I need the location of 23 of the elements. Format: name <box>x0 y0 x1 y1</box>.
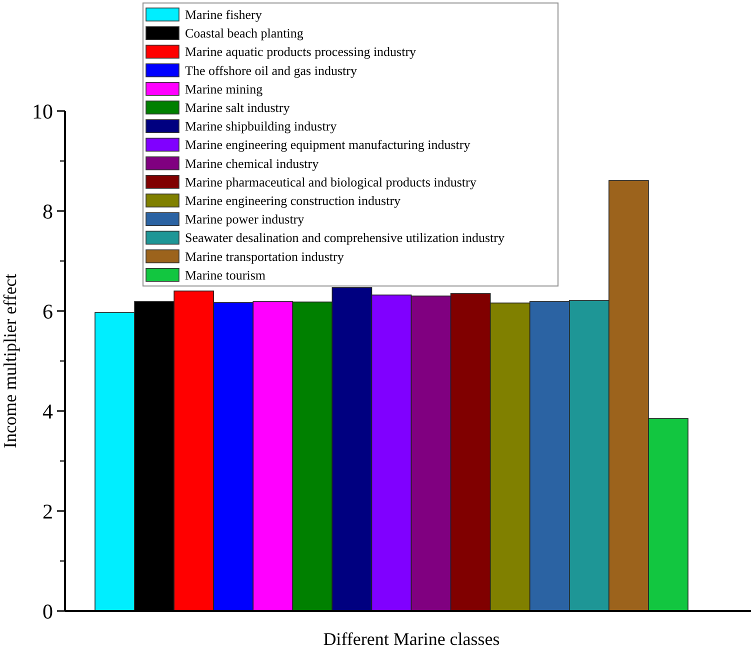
legend-label: Coastal beach planting <box>185 26 304 41</box>
y-axis-title: Income multiplier effect <box>0 274 20 448</box>
y-tick-label: 8 <box>42 199 53 224</box>
legend-label: Marine engineering construction industry <box>185 193 402 208</box>
y-tick-label: 4 <box>42 399 54 424</box>
x-axis-title: Different Marine classes <box>323 629 500 649</box>
y-tick-label: 2 <box>42 499 53 524</box>
legend-label: Marine tourism <box>185 267 266 282</box>
y-tick-label: 0 <box>42 599 53 624</box>
legend-label: The offshore oil and gas industry <box>185 62 358 78</box>
legend-label: Marine shipbuilding industry <box>185 118 338 134</box>
legend-label: Marine pharmaceutical and biological products industry <box>185 174 477 190</box>
legend-label: Marine aquatic products processing industry <box>185 44 417 60</box>
legend-label: Marine salt industry <box>185 100 290 115</box>
legend-label: Marine transportation industry <box>185 248 344 264</box>
legend-label: Marine mining <box>185 81 264 96</box>
legend-label: Seawater desalination and comprehensive utilization industry <box>185 230 505 246</box>
legend-label: Marine power industry <box>185 212 305 227</box>
legend-label: Marine chemical industry <box>185 156 320 171</box>
y-tick-label: 10 <box>32 99 53 124</box>
y-tick-label: 6 <box>42 299 53 324</box>
legend-label: Marine engineering equipment manufacturing industry <box>185 137 471 152</box>
legend-label: Marine fishery <box>185 7 262 22</box>
